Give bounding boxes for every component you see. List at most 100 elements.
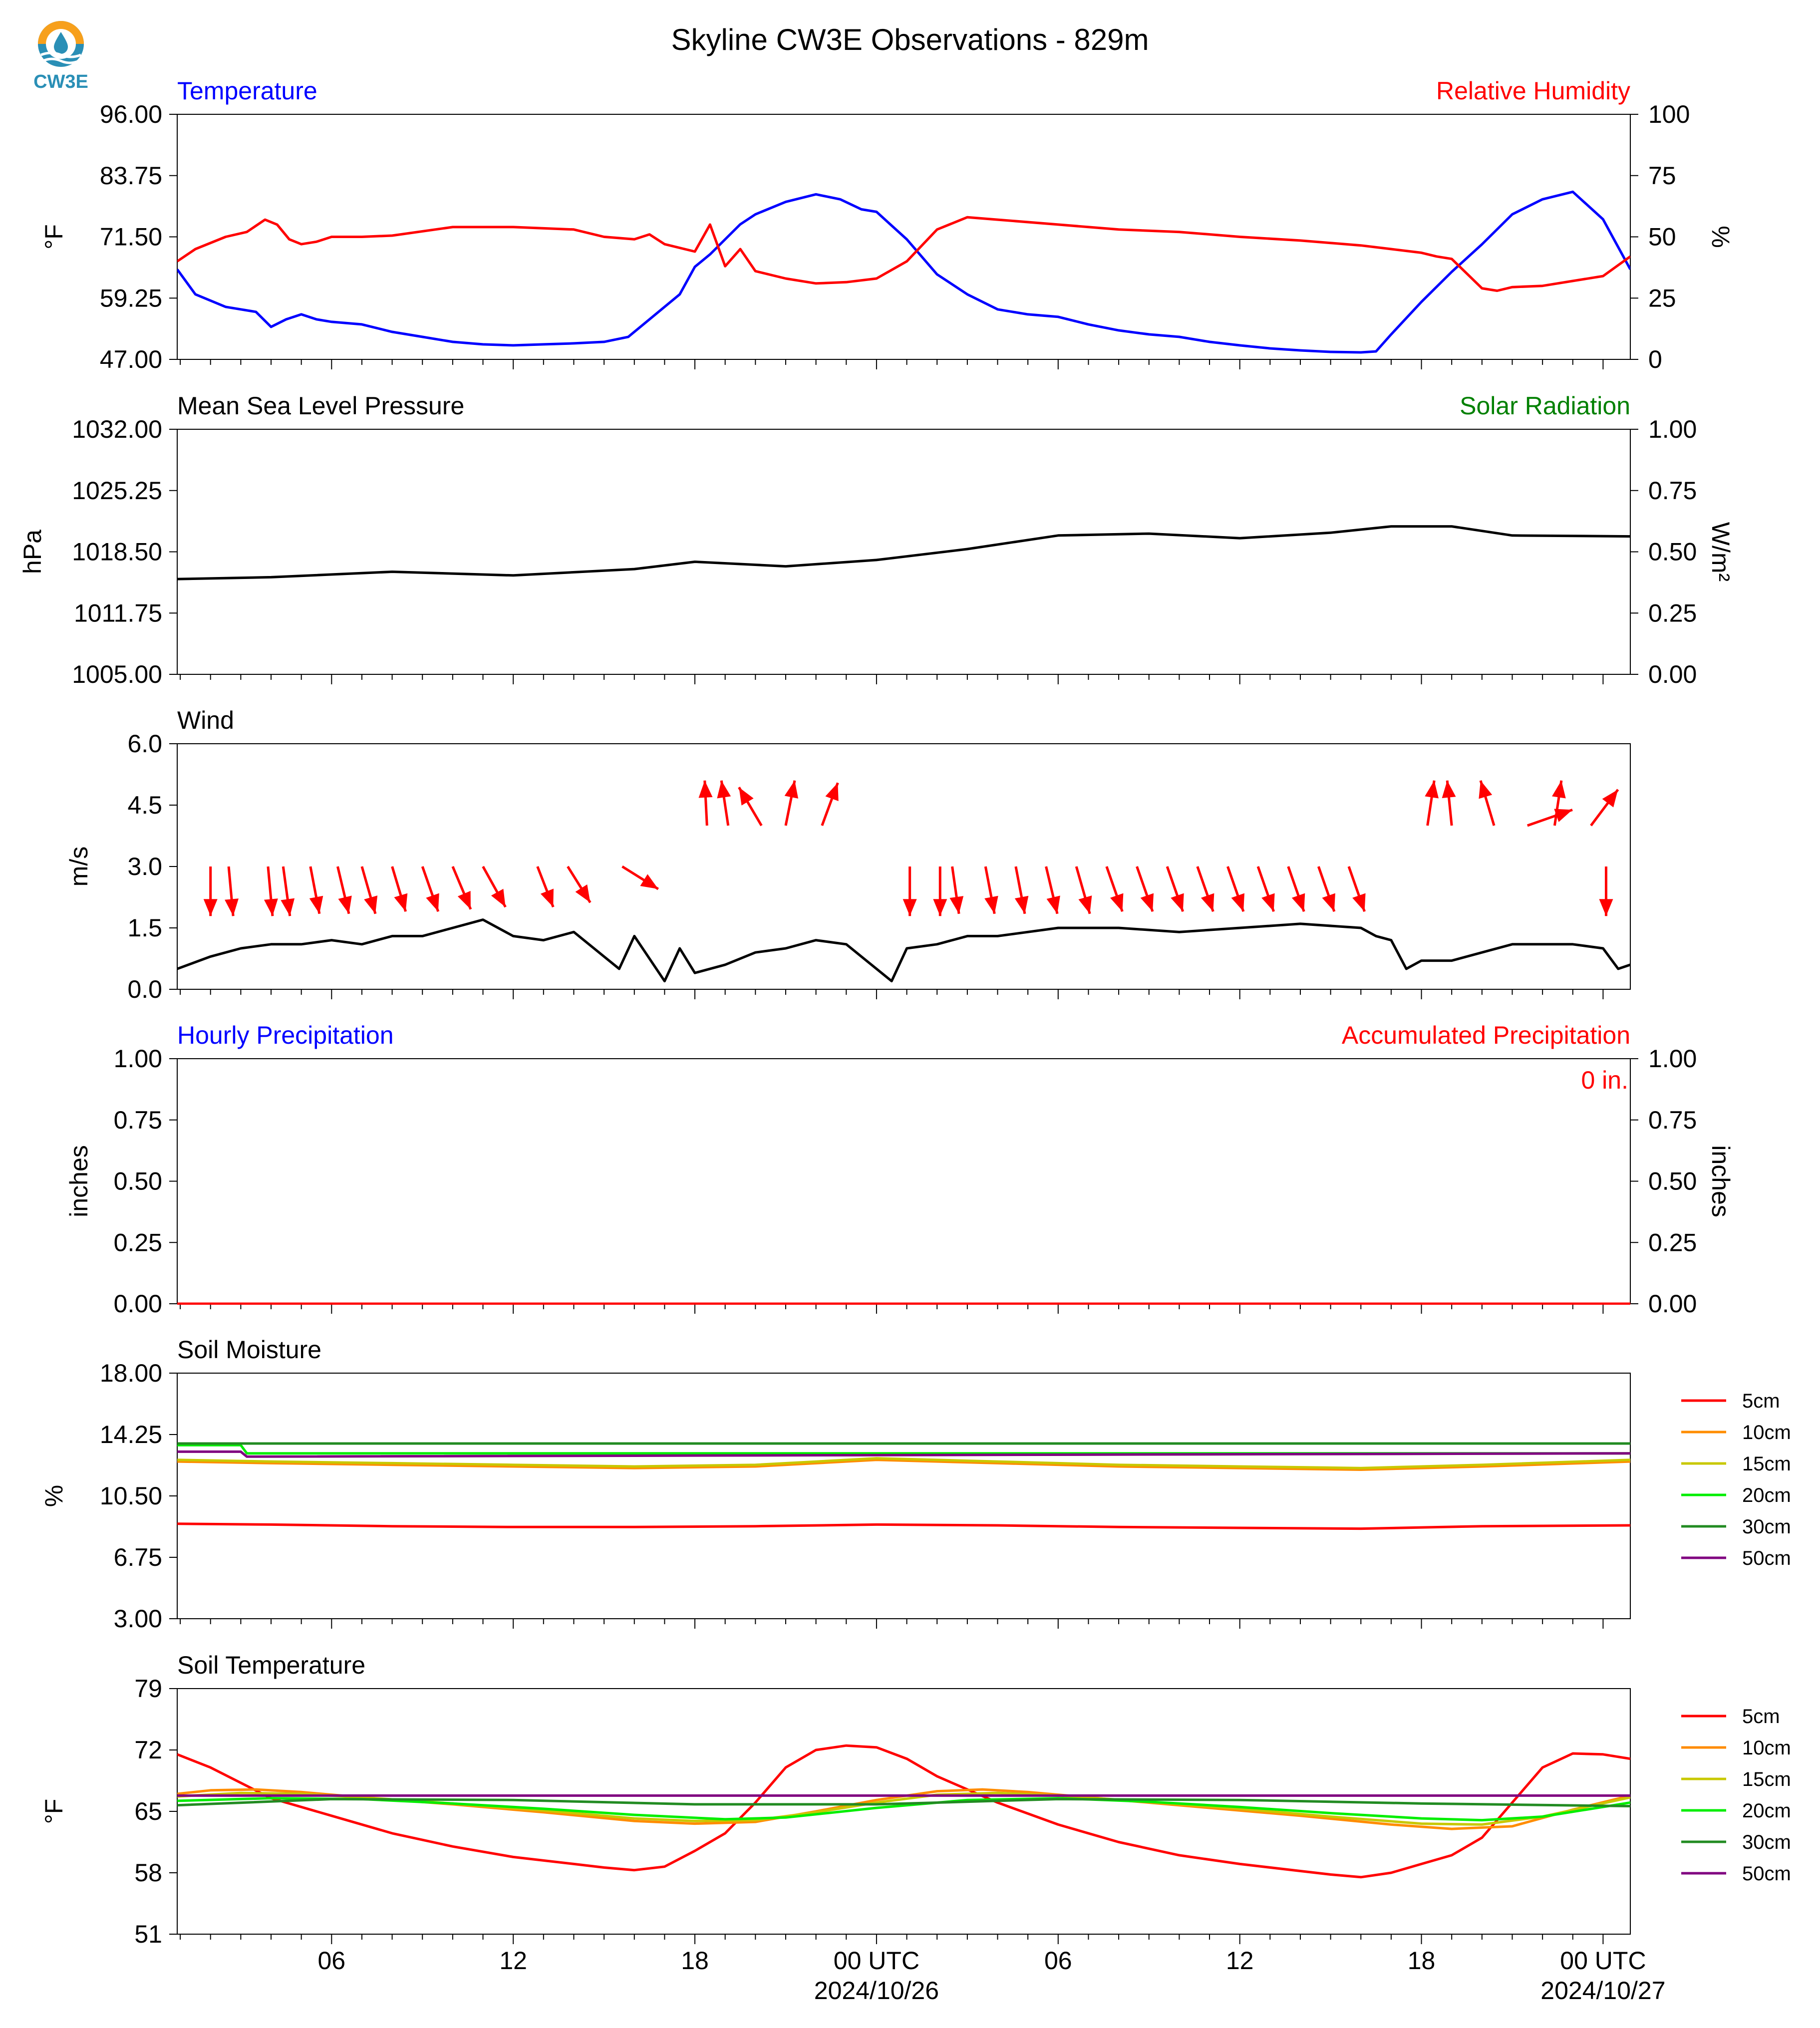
panel-1: 1005.00 1011.75 1018.50 1025.25 1032.00 0.00 0…: [18, 392, 1735, 688]
wind-arrow-head: [1140, 893, 1154, 912]
wind-arrow-head: [1352, 893, 1366, 912]
y-right-tick-label: 0.50: [1648, 1167, 1697, 1195]
panel-title-left: Wind: [177, 706, 234, 734]
wind-arrow-head: [457, 890, 471, 909]
panel-5: 51 58 65 72 79 Soil Temperature °F 5cm 10cm 15cm 2…: [40, 1651, 1791, 2005]
x-tick-label: 18: [681, 1947, 709, 1975]
wind-arrow-head: [984, 895, 998, 914]
x-date-label: 2024/10/27: [1540, 1977, 1665, 2005]
y-tick-label: 72: [134, 1736, 162, 1764]
y-axis-label: °F: [40, 1799, 68, 1824]
x-tick-label: 06: [317, 1947, 345, 1975]
y-axis-label: hPa: [18, 530, 46, 574]
legend-label: 5cm: [1742, 1390, 1780, 1412]
legend-label: 10cm: [1742, 1737, 1791, 1759]
wind-arrow-head: [491, 888, 506, 907]
wind-arrow-head: [1479, 780, 1493, 799]
y-right-tick-label: 25: [1648, 284, 1676, 312]
plot-frame: [177, 429, 1631, 675]
y-tick-label: 0.00: [114, 1290, 162, 1318]
y-tick-label: 58: [134, 1859, 162, 1887]
y-axis-label-right: %: [1707, 226, 1735, 248]
wind-arrow-head: [1602, 789, 1618, 808]
panel-title-right: Relative Humidity: [1436, 77, 1630, 105]
x-tick-label: 18: [1408, 1947, 1436, 1975]
wind-arrow-head: [698, 780, 713, 798]
plot-frame: [177, 1058, 1631, 1304]
y-right-tick-label: 100: [1648, 100, 1690, 128]
y-tick-label: 0.0: [127, 975, 162, 1003]
y-tick-label: 1.5: [127, 914, 162, 942]
series-line-1: [177, 216, 1630, 292]
wind-arrow-head: [338, 895, 352, 914]
legend-label: 30cm: [1742, 1831, 1791, 1853]
wind-arrow-head: [364, 895, 378, 914]
logo-text: CW3E: [33, 71, 88, 92]
wind-arrow-head: [1171, 893, 1184, 912]
y-tick-label: 51: [134, 1920, 162, 1948]
y-tick-label: 83.75: [100, 162, 162, 190]
wind-arrow-head: [1014, 895, 1029, 914]
wind-arrow-head: [717, 780, 731, 799]
y-axis-label: °F: [40, 224, 68, 250]
y-axis-label-right: W/m²: [1707, 522, 1735, 581]
wind-arrow-head: [903, 899, 917, 916]
cw3e-logo-mark: CW3E: [33, 21, 88, 92]
wind-arrow-head: [1291, 893, 1305, 912]
panel-title-right: Solar Radiation: [1460, 392, 1630, 420]
y-right-tick-label: 75: [1648, 162, 1676, 190]
series-line-30cm: [177, 1797, 1630, 1807]
wind-arrow-head: [1599, 899, 1613, 916]
panel-title-left: Soil Moisture: [177, 1336, 321, 1364]
panel-title-left: Soil Temperature: [177, 1651, 365, 1679]
series-group: [177, 918, 1630, 983]
wind-arrow-head: [225, 898, 239, 916]
wind-arrow-head: [1425, 780, 1439, 799]
y-right-tick-label: 0.25: [1648, 1228, 1697, 1256]
y-axis-label: %: [40, 1485, 68, 1507]
x-tick-label: 00 UTC: [1560, 1947, 1646, 1975]
wind-arrow-head: [1554, 809, 1573, 822]
series-line-20cm: [177, 1797, 1630, 1822]
y-tick-label: 0.25: [114, 1228, 162, 1256]
y-tick-label: 65: [134, 1797, 162, 1825]
series-line-50cm: [177, 1450, 1630, 1458]
y-tick-label: 71.50: [100, 223, 162, 251]
wind-arrow-head: [933, 899, 947, 916]
y-tick-label: 1.00: [114, 1045, 162, 1073]
panel-title-left: Mean Sea Level Pressure: [177, 392, 464, 420]
y-tick-label: 1032.00: [72, 415, 162, 443]
cw3e-logo: CW3E: [31, 18, 91, 95]
series-line-0: [177, 918, 1630, 983]
y-tick-label: 1005.00: [72, 660, 162, 688]
legend-label: 50cm: [1742, 1863, 1791, 1885]
y-tick-label: 3.00: [114, 1605, 162, 1633]
y-tick-label: 96.00: [100, 100, 162, 128]
wind-arrow-head: [540, 888, 554, 907]
y-right-tick-label: 1.00: [1648, 1045, 1697, 1073]
wind-arrow-head: [1552, 780, 1566, 799]
wind-arrow-head: [784, 780, 799, 799]
panel-4: 3.00 6.75 10.50 14.25 18.00 Soil Moisture% 5cm…: [40, 1336, 1791, 1633]
panel-title-left: Hourly Precipitation: [177, 1021, 394, 1049]
series-group: [177, 1442, 1630, 1530]
y-right-tick-label: 50: [1648, 223, 1676, 251]
y-tick-label: 10.50: [100, 1482, 162, 1510]
x-tick-label: 06: [1044, 1947, 1072, 1975]
panel-title-right: Accumulated Precipitation: [1342, 1021, 1630, 1049]
y-right-tick-label: 0.50: [1648, 538, 1697, 566]
series-line-10cm: [177, 1458, 1630, 1471]
legend-label: 15cm: [1742, 1453, 1791, 1475]
wind-arrow-head: [309, 895, 323, 914]
panel-2: 0.0 1.5 3.0 4.5 6.0 Wind m/s: [65, 706, 1631, 1003]
series-line-15cm: [177, 1791, 1630, 1826]
wind-arrow-head: [1261, 893, 1275, 912]
y-right-tick-label: 1.00: [1648, 415, 1697, 443]
y-tick-label: 1011.75: [74, 599, 162, 627]
x-tick-label: 12: [1226, 1947, 1254, 1975]
y-right-tick-label: 0.25: [1648, 599, 1697, 627]
series-line-0: [177, 190, 1630, 354]
y-tick-label: 47.00: [100, 345, 162, 373]
series-line-20cm: [177, 1444, 1630, 1455]
